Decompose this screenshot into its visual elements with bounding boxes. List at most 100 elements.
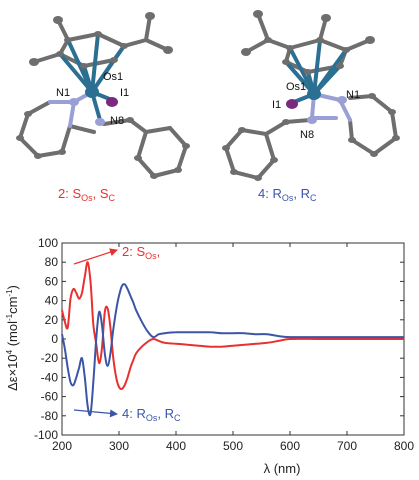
carbon-atom [254,175,262,181]
annotation-4-sub: Os [146,413,158,423]
carbon-atom [34,153,42,159]
carbon-atom [230,169,238,175]
carbon-atom [282,59,290,65]
carbon-atom [253,10,263,18]
carbon-atom [238,127,246,133]
y-tick-label: 80 [45,255,59,269]
x-tick-label: 200 [52,439,72,453]
carbon-atom [56,51,64,57]
carbon-atom [182,143,190,149]
x-tick-label: 800 [394,439,414,453]
carbon-atom [342,47,350,53]
annotation-2-sub: Os [145,251,157,261]
series-line-compound-2 [61,261,404,390]
annotation-arrow-2 [73,248,118,265]
atom-label-n8: N8 [300,129,314,141]
carbon-atom [336,63,344,69]
osmium-atom [307,88,321,100]
x-tick-label: 400 [166,439,186,453]
carbon-atom [64,37,72,43]
molecule-left-metal-bonds [58,32,126,122]
y-axis-exp2: -1 [5,313,14,321]
atom-label-n1: N1 [346,89,360,101]
carbon-atom [174,167,182,173]
caption-left-sub1: Os [81,193,93,203]
x-tick-label: 500 [223,439,243,453]
carbon-atom [120,43,128,49]
atom-label-n8: N8 [110,115,124,127]
carbon-atom [24,111,32,117]
molecule-left-structure: Os1 I1 N1 N8 2: SOs, SC [16,12,190,203]
molecule-right-structure: Os1 I1 N1 N8 4: ROs, RC [222,10,400,203]
nitrogen-atom [69,98,79,106]
molecule-right-atoms [222,10,400,181]
y-tick-label: -100 [34,428,58,442]
carbon-atom [241,48,251,56]
caption-right-sub1: Os [282,193,294,203]
chart-series [61,261,404,417]
atom-label-os: Os1 [103,71,123,83]
carbon-atom [368,93,376,99]
y-tick-label: 20 [45,313,59,327]
caption-right-mid: , R [293,186,310,201]
molecule-left-atoms [16,12,190,179]
carbon-atom [370,151,378,157]
y-tick-label: -80 [41,409,59,423]
caption-right-main: 4: R [258,186,282,201]
annotation-4-mid: , R [157,406,174,421]
carbon-atom [150,173,158,179]
x-tick-label: 600 [280,439,300,453]
iodine-atom [106,97,118,107]
y-tick-label: -40 [41,370,59,384]
iodine-atom [286,99,298,109]
annotation-arrow-4 [73,409,118,418]
y-tick-label: 0 [51,332,58,346]
carbon-atom [145,12,155,20]
x-axis-unit: (nm) [270,461,300,476]
carbon-atom [348,137,356,143]
chart-annotations: 2: SOs,4: ROs, RC [73,244,181,423]
caption-right: 4: ROs, RC [258,186,317,203]
x-tick-label: 700 [337,439,357,453]
carbon-atom [53,16,63,24]
annotation-4-sub2: C [174,413,181,423]
carbon-atom [94,31,102,37]
y-axis-close: ) [5,285,20,289]
carbon-atom [16,135,24,141]
atom-label-n1: N1 [56,87,70,99]
annotation-4-main: 4: R [122,406,146,421]
x-tick-label: 300 [109,439,129,453]
carbon-atom [282,119,290,125]
carbon-atom [316,37,324,43]
carbon-atom [134,155,142,161]
y-axis-unit2: cm [5,297,20,314]
y-axis-main: Δε×10 [5,354,20,391]
nitrogen-atom [307,116,317,124]
carbon-atom [110,57,118,63]
caption-left: 2: SOs, SC [58,186,116,203]
x-axis-title: λ (nm) [264,461,301,476]
carbon-atom [270,157,278,163]
annotation-label-2: 2: SOs, [122,244,160,261]
osmium-atom [85,86,99,98]
caption-left-sub2: C [109,193,116,203]
y-tick-label: 60 [45,274,59,288]
carbon-atom [126,117,134,123]
annotation-2-tail: , [157,244,161,259]
carbon-atom [264,37,272,43]
y-tick-label: 40 [45,294,59,308]
nitrogen-atom [95,118,105,126]
caption-right-sub2: C [310,193,317,203]
y-axis-unit1: (mol [5,321,20,350]
carbon-atom [80,63,88,69]
carbon-atom [365,36,375,44]
caption-left-mid: , S [93,186,109,201]
y-tick-label: -20 [41,351,59,365]
y-tick-label: 100 [38,236,58,250]
annotation-label-4: 4: ROs, RC [122,406,181,423]
carbon-atom [58,149,66,155]
molecule-right-metal-bonds [284,38,348,104]
